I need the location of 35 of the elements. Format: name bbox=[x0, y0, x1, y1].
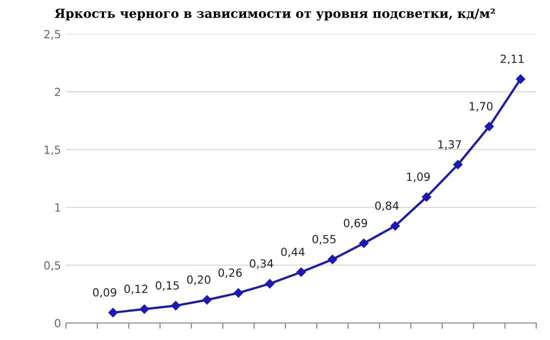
point bbox=[202, 295, 212, 305]
y-tick-label: 1 bbox=[55, 204, 60, 212]
point bbox=[265, 279, 274, 288]
y-tick-label: 0,5 bbox=[44, 261, 60, 271]
data-label: 0,20 bbox=[187, 275, 210, 285]
data-label: 0,09 bbox=[93, 288, 116, 298]
data-label: 2,11 bbox=[500, 54, 524, 64]
data-label: 1,70 bbox=[470, 102, 493, 112]
data-label: 0,26 bbox=[218, 268, 242, 278]
point bbox=[516, 74, 526, 84]
data-label: 1,09 bbox=[407, 172, 430, 182]
y-tick-label: 0 bbox=[54, 318, 60, 328]
point bbox=[359, 238, 368, 248]
data-label: 0,69 bbox=[344, 218, 368, 228]
y-tick-label: 2 bbox=[54, 88, 60, 96]
data-label: 0,44 bbox=[281, 248, 305, 258]
point bbox=[171, 301, 180, 310]
data-label: 1,37 bbox=[438, 140, 461, 150]
point bbox=[108, 308, 118, 318]
point bbox=[328, 254, 338, 264]
point bbox=[296, 268, 306, 277]
point bbox=[140, 304, 149, 314]
data-label: 0,34 bbox=[250, 259, 274, 269]
point bbox=[390, 221, 400, 231]
data-label: 0,84 bbox=[375, 201, 399, 211]
point bbox=[484, 122, 494, 132]
y-tick-label: 1,5 bbox=[44, 146, 60, 156]
point bbox=[234, 288, 244, 298]
data-label: 0,12 bbox=[124, 284, 148, 294]
data-label: 0,55 bbox=[312, 234, 336, 245]
data-label: 0,15 bbox=[156, 281, 179, 291]
chart-title: Яркость черного в зависимости от уровня подсветки, кд/м² bbox=[54, 8, 495, 21]
y-tick-label: 2,5 bbox=[44, 30, 60, 40]
point bbox=[422, 192, 432, 202]
point bbox=[453, 160, 462, 170]
